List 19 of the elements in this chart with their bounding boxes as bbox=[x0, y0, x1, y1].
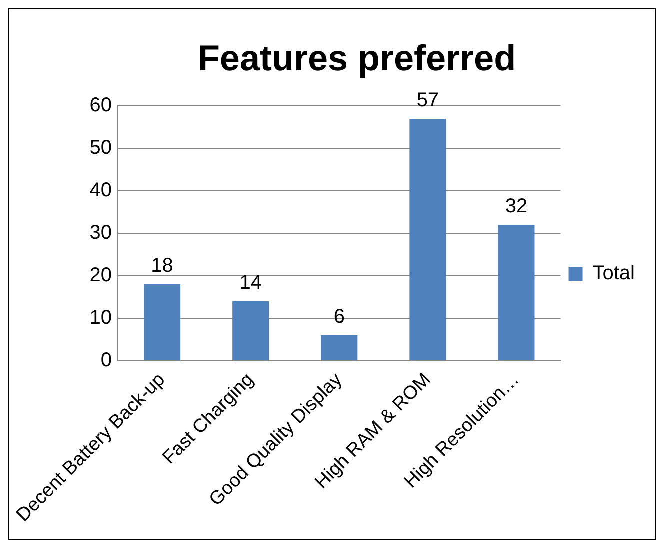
chart-title: Features preferred bbox=[198, 38, 516, 79]
y-tick-label: 10 bbox=[90, 307, 112, 330]
y-tick-label: 30 bbox=[90, 222, 112, 244]
y-tick-label: 0 bbox=[100, 350, 112, 372]
data-label: 14 bbox=[240, 272, 262, 294]
data-label: 6 bbox=[334, 306, 345, 328]
data-label: 32 bbox=[505, 196, 528, 218]
data-label: 18 bbox=[151, 255, 174, 278]
y-tick-label: 40 bbox=[90, 180, 112, 202]
data-label: 57 bbox=[416, 89, 440, 112]
bar bbox=[410, 118, 446, 360]
bar bbox=[321, 336, 358, 360]
y-tick-label: 50 bbox=[90, 137, 112, 160]
bar bbox=[232, 302, 270, 360]
legend-label: Total bbox=[592, 262, 636, 285]
y-tick-label: 60 bbox=[90, 94, 112, 117]
bar bbox=[144, 284, 181, 360]
y-tick-label: 20 bbox=[90, 264, 112, 287]
bar bbox=[498, 225, 535, 360]
